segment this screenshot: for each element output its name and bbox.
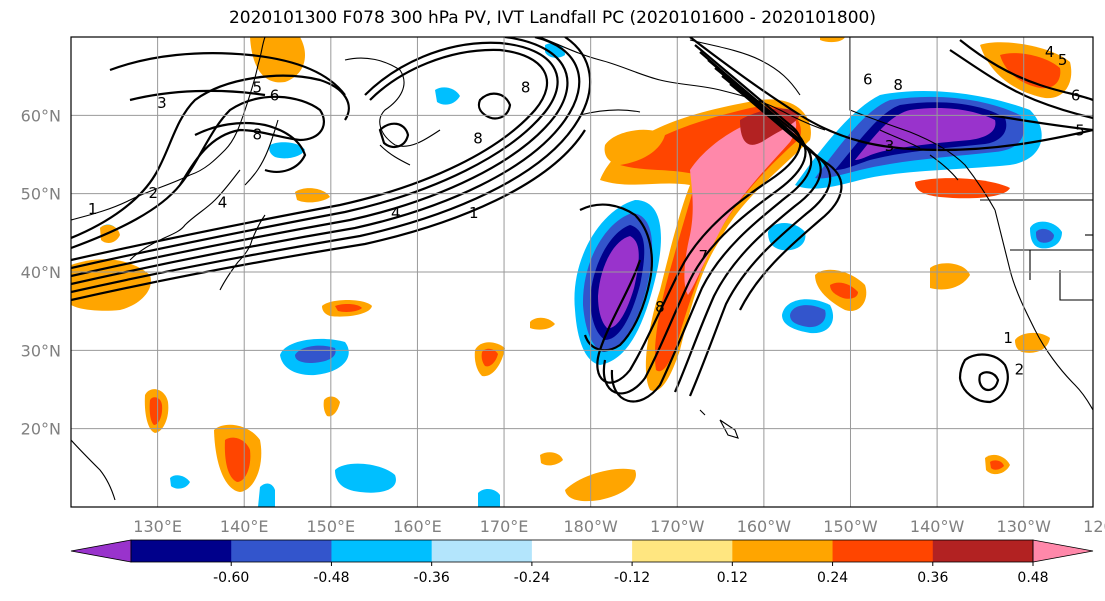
colorbar-bin: [531, 540, 633, 562]
colorbar-label: -0.24: [514, 570, 550, 586]
contour-label: 5: [252, 78, 262, 96]
contour-label: 6: [270, 86, 280, 104]
contour-label: 4: [1045, 43, 1055, 61]
x-tick-label: 160°W: [737, 517, 792, 536]
y-tick-label: 60°N: [21, 106, 61, 125]
contour-label: 8: [521, 78, 531, 96]
contour-label: 6: [863, 71, 873, 89]
gridlines: [71, 37, 1093, 507]
colorbar-label: 0.12: [717, 570, 748, 586]
colorbar-label: 0.36: [917, 570, 948, 586]
map-frame: [70, 36, 1094, 508]
contour-label: 4: [391, 204, 401, 222]
contour-label: 4: [218, 194, 228, 212]
x-tick-label: 170°W: [650, 517, 705, 536]
colorbar-extend-high: [1032, 539, 1094, 563]
contour-label: 8: [252, 125, 262, 143]
colorbar-bin: [732, 540, 834, 562]
colorbar: -0.60 -0.48 -0.36 -0.24 -0.12 0.12 0.24 0.36 0.4…: [70, 539, 1094, 586]
colorbar-bin: [131, 540, 232, 562]
x-tick-label: 130°E: [133, 517, 182, 536]
contour-label: 3: [157, 94, 167, 112]
contour-label: 7: [698, 247, 708, 265]
contour-label: 1: [469, 204, 479, 222]
colorbar-bin: [331, 540, 433, 562]
x-tick-label: 150°W: [823, 517, 878, 536]
colorbar-bin: [431, 540, 533, 562]
colorbar-bin: [632, 540, 733, 562]
coastlines: [71, 37, 1093, 501]
colorbar-label: 0.48: [1017, 570, 1048, 586]
y-tick-label: 20°N: [21, 420, 61, 439]
y-tick-label: 40°N: [21, 263, 61, 282]
colorbar-label: 0.24: [817, 570, 848, 586]
x-tick-label: 140°W: [910, 517, 965, 536]
contour-label: 1: [1003, 329, 1013, 347]
ivt-anomaly-fill: [71, 37, 1072, 507]
contour-label: 6: [1071, 86, 1081, 104]
x-tick-label: 130°W: [997, 517, 1052, 536]
x-tick-label: 120°W: [1083, 517, 1105, 536]
x-axis-tick-labels: 130°E 140°E 150°E 160°E 170°E 180°W 170°W 160°W…: [133, 517, 1105, 536]
x-tick-label: 170°E: [480, 517, 529, 536]
contour-label: 8: [893, 76, 903, 94]
x-tick-label: 180°W: [563, 517, 618, 536]
y-tick-label: 30°N: [21, 341, 61, 360]
pv-contours: [71, 37, 1093, 404]
colorbar-label: -0.60: [213, 570, 249, 586]
contour-label: 5: [1075, 122, 1085, 140]
x-tick-label: 150°E: [307, 517, 356, 536]
contour-label: 3: [885, 137, 895, 155]
y-tick-label: 50°N: [21, 185, 61, 204]
colorbar-bin: [932, 540, 1034, 562]
colorbar-label: -0.12: [614, 570, 650, 586]
x-tick-label: 160°E: [393, 517, 442, 536]
colorbar-frame: [130, 539, 1034, 563]
colorbar-bin: [231, 540, 332, 562]
chart-title: 2020101300 F078 300 hPa PV, IVT Landfall…: [228, 8, 876, 28]
contour-label: 1: [88, 200, 98, 218]
colorbar-label: -0.36: [414, 570, 450, 586]
contour-label: 2: [149, 184, 159, 202]
y-axis-tick-labels: 20°N 30°N 40°N 50°N 60°N: [21, 106, 61, 438]
contour-label: 5: [1058, 51, 1068, 69]
colorbar-bin: [832, 540, 934, 562]
colorbar-extend-low: [70, 539, 132, 563]
contour-label: 8: [473, 129, 483, 147]
x-tick-label: 140°E: [220, 517, 269, 536]
contour-label: 2: [1015, 360, 1025, 378]
contour-label: 8: [655, 298, 665, 316]
map-contents: [71, 37, 1093, 507]
colorbar-label: -0.48: [313, 570, 349, 586]
